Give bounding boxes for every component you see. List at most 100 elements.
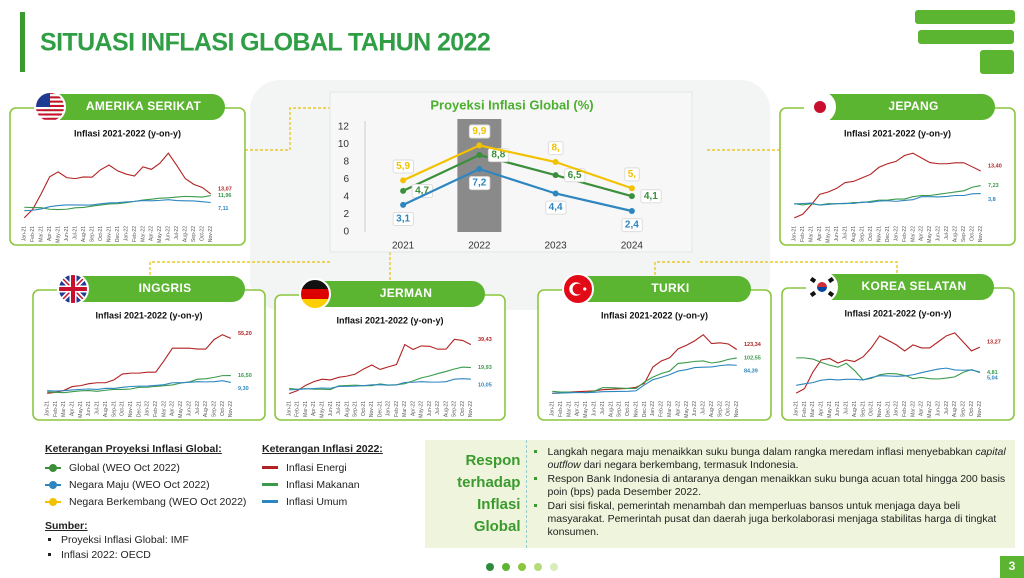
x-tick-label: Mar-21 bbox=[61, 401, 67, 417]
flag bbox=[562, 273, 594, 305]
x-tick-label: Feb-21 bbox=[800, 226, 806, 242]
x-tick-label: Mar-21 bbox=[303, 401, 309, 417]
x-tick-label: Mar-22 bbox=[402, 401, 408, 417]
x-tick-label: Mar-21 bbox=[39, 226, 45, 242]
series-line bbox=[402, 167, 633, 213]
x-tick-label: Jul-21 bbox=[336, 401, 342, 415]
label-box bbox=[392, 159, 415, 174]
x-tick-label: Aug-22 bbox=[953, 226, 959, 242]
data-point bbox=[400, 177, 407, 184]
series-line bbox=[23, 152, 212, 219]
emphasis: capital outflow bbox=[547, 446, 1006, 471]
stripe bbox=[300, 289, 330, 300]
connectors bbox=[149, 107, 898, 295]
x-tick-label: Jan-22 bbox=[650, 401, 656, 417]
data-label: 2,4 bbox=[625, 220, 639, 231]
x-tick-label: Jul-21 bbox=[844, 401, 850, 415]
x-tick-label: Nov-21 bbox=[369, 401, 375, 417]
x-tick-label: Dec-21 bbox=[377, 401, 383, 417]
x-tick-label: Aug-21 bbox=[852, 401, 858, 417]
page-dots bbox=[486, 563, 558, 571]
series-line bbox=[47, 374, 231, 394]
x-tick-label: Aug-21 bbox=[103, 401, 109, 417]
country-title: TURKI bbox=[651, 281, 689, 295]
x-tick-label: Oct-22 bbox=[200, 226, 206, 241]
x-tick-label: Oct-21 bbox=[98, 226, 104, 241]
x-tick-label: Oct-21 bbox=[869, 401, 875, 416]
x-tick-label: Jun-21 bbox=[328, 401, 334, 417]
x-tick-label: Nov-22 bbox=[228, 401, 234, 417]
legend-items: Global (WEO Oct 2022) Negara Maju (WEO Oc… bbox=[45, 459, 255, 510]
x-tick-label: Apr-21 bbox=[575, 401, 581, 416]
title-pill bbox=[42, 94, 225, 120]
data-point bbox=[628, 208, 635, 214]
x-tick-label: Dec-21 bbox=[885, 401, 891, 417]
series-line bbox=[796, 367, 980, 386]
data-point bbox=[476, 166, 483, 172]
x-tick-label: 2022 bbox=[468, 241, 491, 252]
data-label: 19,93 bbox=[478, 365, 492, 371]
x-tick-label: May-22 bbox=[178, 401, 184, 418]
x-tick-label: Feb-22 bbox=[153, 401, 159, 417]
data-label: 5, bbox=[628, 169, 637, 180]
data-point bbox=[552, 172, 559, 179]
legend-title: Keterangan Inflasi 2022: bbox=[262, 443, 383, 455]
text: Dari sisi fiskal, pemerintah menambah da… bbox=[547, 500, 997, 538]
series-line bbox=[289, 366, 471, 391]
x-tick-label: Sep-21 bbox=[860, 401, 866, 417]
legend-label: Inflasi Makanan bbox=[286, 478, 360, 491]
data-point bbox=[628, 185, 635, 192]
series-line bbox=[289, 378, 471, 391]
response-point: Dari sisi fiskal, pemerintah menambah da… bbox=[547, 500, 1015, 539]
x-tick-label: May-22 bbox=[419, 401, 425, 418]
stripe bbox=[35, 119, 65, 122]
legend-marker bbox=[262, 466, 278, 469]
data-point bbox=[552, 159, 559, 165]
x-tick-label: Feb-21 bbox=[53, 401, 59, 417]
x-tick-label: Jan-22 bbox=[893, 226, 899, 242]
x-tick-label: Jul-22 bbox=[944, 226, 950, 240]
data-label: 4,1 bbox=[644, 191, 658, 202]
x-tick-label: Jun-22 bbox=[166, 226, 172, 242]
x-tick-label: Sep-21 bbox=[859, 226, 865, 242]
slide-title: SITUASI INFLASI GLOBAL TAHUN 2022 bbox=[40, 29, 490, 57]
x-tick-label: Apr-22 bbox=[919, 401, 925, 416]
x-tick-label: Sep-22 bbox=[191, 226, 197, 242]
data-label: 9,9 bbox=[472, 126, 486, 137]
x-tick-label: May-21 bbox=[55, 226, 61, 243]
x-tick-label: Jun-21 bbox=[64, 226, 70, 242]
label-box bbox=[545, 200, 567, 215]
x-tick-label: 2024 bbox=[621, 241, 644, 252]
data-point bbox=[400, 201, 407, 208]
y-tick-label: 8 bbox=[343, 157, 349, 168]
data-label: 4,7 bbox=[415, 186, 429, 197]
x-tick-label: Feb-22 bbox=[902, 226, 908, 242]
flag-ring bbox=[806, 271, 838, 303]
legend-items: Inflasi Energi Inflasi Makanan Inflasi Umu… bbox=[262, 459, 412, 510]
title-bar bbox=[20, 12, 25, 72]
data-label: 11,96 bbox=[218, 193, 231, 199]
data-point bbox=[628, 193, 635, 200]
country-title: AMERIKA SERIKAT bbox=[86, 99, 202, 113]
stripe bbox=[35, 109, 65, 112]
x-tick-label: Jun-22 bbox=[692, 401, 698, 417]
x-tick-label: Mar-22 bbox=[910, 226, 916, 242]
title-pill bbox=[812, 94, 995, 120]
series-line bbox=[47, 334, 232, 394]
data-label: 123,34 bbox=[744, 342, 762, 348]
data-label: 4,4 bbox=[549, 202, 563, 213]
x-tick-label: Oct-21 bbox=[361, 401, 367, 416]
x-tick-label: Nov-22 bbox=[468, 401, 474, 417]
y-tick-label: 2 bbox=[343, 209, 349, 220]
response-points: Langkah negara maju menaikkan suku bunga… bbox=[527, 446, 1015, 548]
data-label: 6,5 bbox=[568, 170, 582, 181]
chart-subtitle: Inflasi 2021-2022 (y-on-y) bbox=[95, 310, 202, 320]
page-number: 3 bbox=[1009, 559, 1016, 573]
x-tick-label: Jan-21 bbox=[550, 401, 556, 417]
x-tick-label: Sep-22 bbox=[717, 401, 723, 417]
x-tick-label: Nov-21 bbox=[877, 401, 883, 417]
chart-subtitle: Inflasi 2021-2022 (y-on-y) bbox=[601, 310, 708, 320]
x-tick-label: Apr-22 bbox=[410, 401, 416, 416]
x-tick-label: Jan-21 bbox=[286, 401, 292, 417]
flag bbox=[804, 91, 836, 123]
